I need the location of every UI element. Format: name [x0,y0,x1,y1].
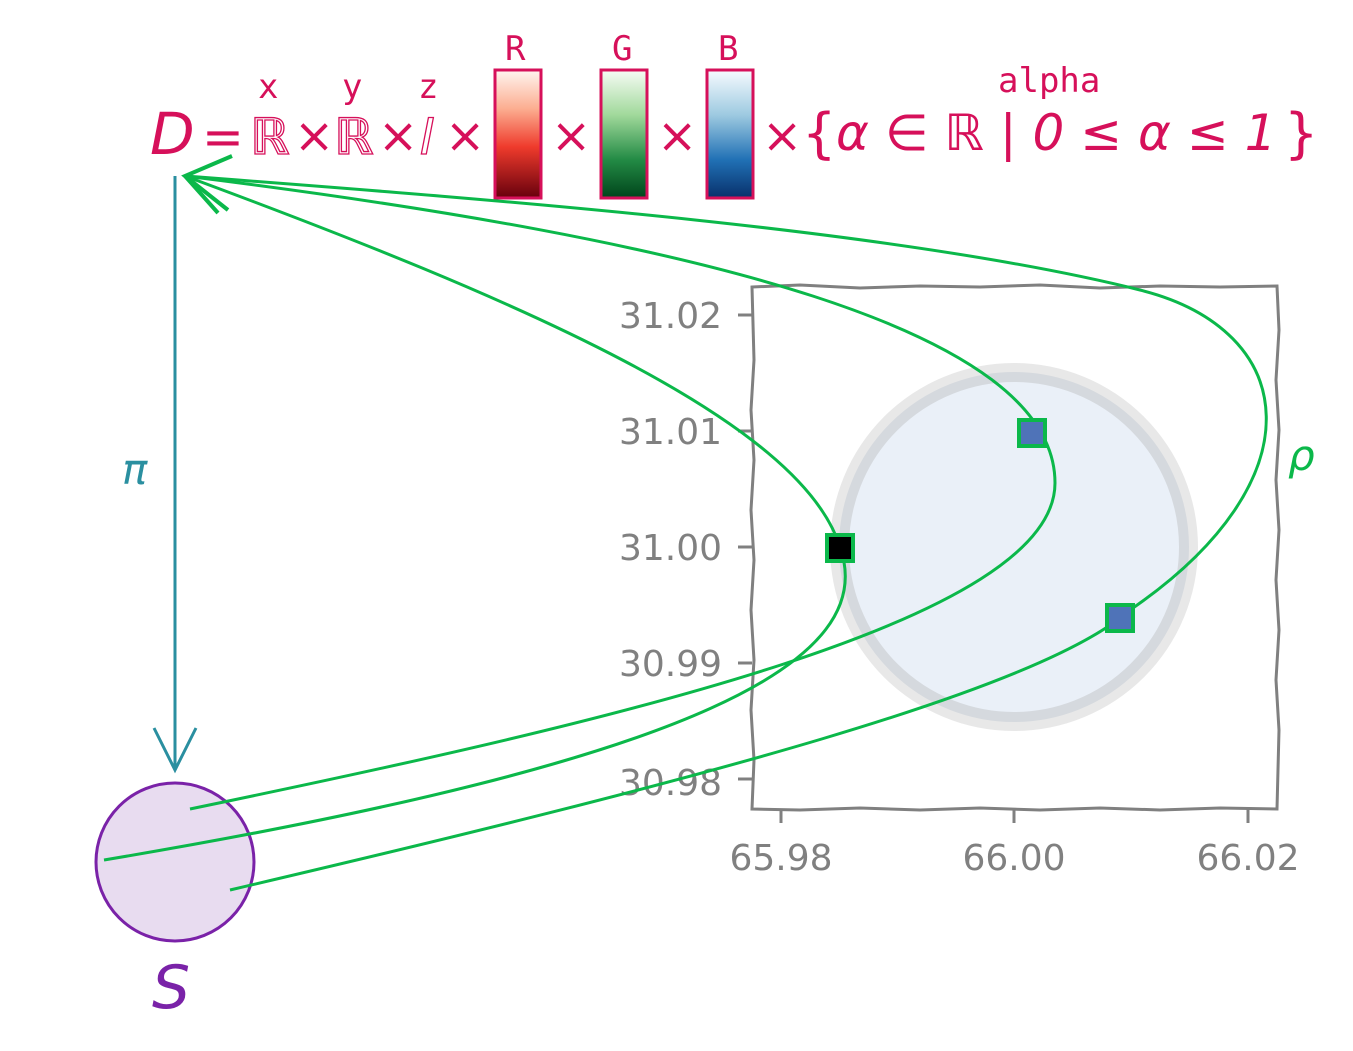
blue-colorbar [705,68,755,200]
times-6: × [762,108,802,164]
disc [839,372,1189,722]
rho-curve-center [103,174,847,862]
pi-arrow [152,176,198,774]
base-space-circle [94,781,256,943]
x-label: x [258,67,278,107]
x-tick-label: 65.98 [729,838,832,879]
red-colorbar [493,68,543,200]
alpha-set-body: α ∈ ℝ | 0 ≤ α ≤ 1 [836,104,1276,162]
y-tick-label: 30.98 [619,763,722,804]
S-label: S [152,953,190,1023]
plot-frame [749,283,1281,812]
y-tick-label: 31.00 [619,528,722,569]
alpha-set-close: } [1284,102,1318,165]
rho-curve-lower [184,174,1268,892]
y-tick-label: 31.02 [619,296,722,337]
y-tick-label: 30.99 [619,644,722,685]
rho-curve-upper [184,174,1057,811]
equation-R-x: ℝ [250,108,290,166]
rho-label: ρ [1288,431,1315,480]
plot-panel: 31.02 31.01 31.00 30.99 30.98 65.98 66.0… [619,283,1300,879]
times-4: × [551,108,591,164]
times-1: × [294,108,334,164]
x-axis: 65.98 66.00 66.02 [729,809,1300,879]
g-label: G [612,29,632,69]
r-label: R [505,29,526,69]
alpha-label: alpha [998,61,1100,101]
marker-center [825,533,855,563]
fiber-equation: D = x ℝ × y ℝ × z I × R × G × B × alpha … [150,29,1318,200]
z-label: z [418,67,438,107]
y-axis: 31.02 31.01 31.00 30.99 30.98 [619,296,752,804]
x-tick-label: 66.02 [1196,838,1299,879]
times-5: × [657,108,697,164]
times-2: × [378,108,418,164]
times-3: × [445,108,485,164]
equation-I: I [420,108,435,166]
pi-label: π [122,445,148,494]
green-colorbar [599,68,649,200]
marker-lower [1105,603,1135,633]
b-label: B [718,29,738,69]
y-tick-label: 31.01 [619,412,722,453]
x-tick-label: 66.00 [962,838,1065,879]
y-label: y [342,67,362,107]
alpha-set-open: { [802,102,836,165]
equation-equals: = [202,108,244,166]
markers [825,418,1135,633]
equation-R-y: ℝ [334,108,374,166]
marker-upper [1017,418,1047,448]
equation-D: D [150,100,195,168]
